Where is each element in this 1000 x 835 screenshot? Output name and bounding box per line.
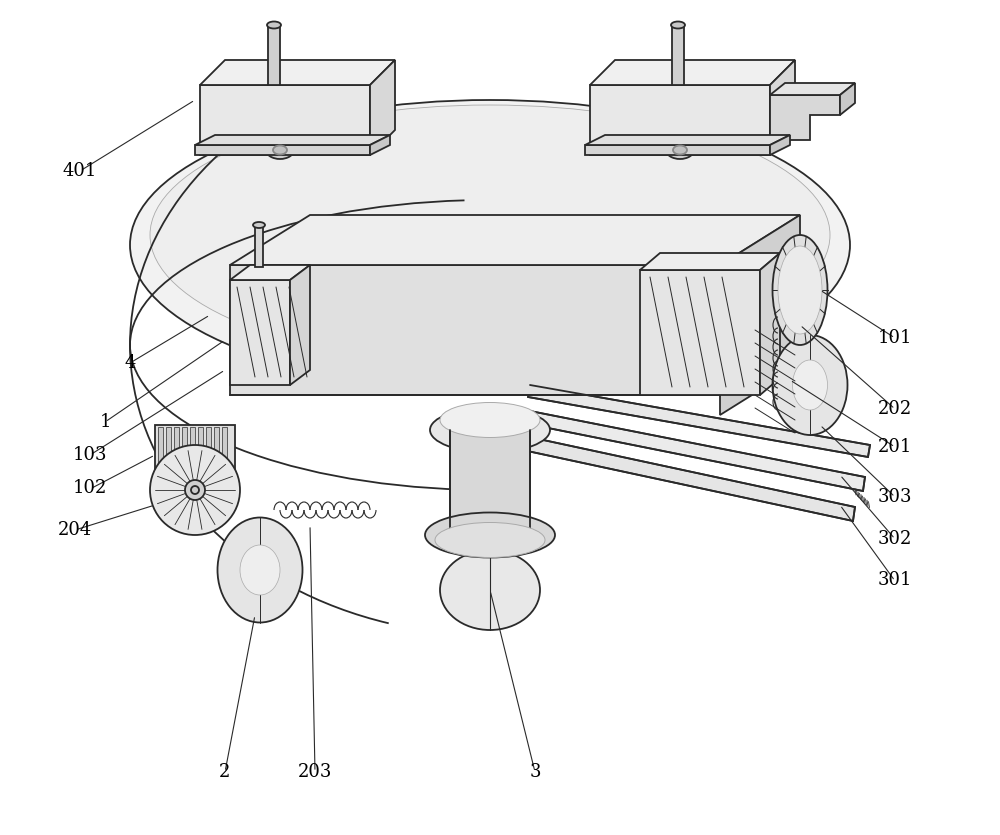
Polygon shape (166, 427, 171, 483)
Polygon shape (370, 135, 390, 155)
Polygon shape (528, 385, 870, 457)
Polygon shape (198, 427, 203, 483)
Polygon shape (214, 427, 219, 483)
Ellipse shape (130, 100, 850, 390)
Ellipse shape (772, 335, 848, 435)
Ellipse shape (440, 550, 540, 630)
Polygon shape (523, 410, 865, 491)
Polygon shape (585, 135, 790, 145)
Polygon shape (770, 83, 855, 95)
Polygon shape (222, 427, 227, 483)
Ellipse shape (185, 480, 205, 500)
Polygon shape (640, 253, 780, 270)
Ellipse shape (440, 402, 540, 438)
Text: 202: 202 (878, 400, 912, 418)
Polygon shape (770, 135, 790, 155)
Ellipse shape (792, 360, 828, 410)
Polygon shape (770, 95, 840, 140)
Polygon shape (230, 215, 800, 265)
Polygon shape (182, 427, 187, 483)
Ellipse shape (150, 445, 240, 535)
Polygon shape (230, 265, 720, 395)
Polygon shape (174, 427, 179, 483)
Ellipse shape (425, 513, 555, 558)
Polygon shape (190, 427, 195, 483)
Polygon shape (770, 60, 795, 155)
Polygon shape (200, 60, 395, 85)
Ellipse shape (673, 145, 687, 154)
Polygon shape (195, 135, 390, 145)
Ellipse shape (273, 145, 287, 154)
Text: 302: 302 (878, 529, 912, 548)
Polygon shape (585, 145, 770, 155)
Polygon shape (155, 425, 235, 485)
Polygon shape (206, 427, 211, 483)
Polygon shape (158, 427, 163, 483)
Text: 102: 102 (73, 479, 107, 498)
Ellipse shape (671, 22, 685, 28)
Ellipse shape (150, 105, 830, 365)
Text: 201: 201 (878, 438, 912, 456)
Ellipse shape (266, 141, 294, 159)
Polygon shape (672, 25, 684, 85)
Text: 3: 3 (529, 763, 541, 782)
Ellipse shape (240, 545, 280, 595)
Polygon shape (640, 270, 760, 395)
Polygon shape (840, 83, 855, 115)
Polygon shape (230, 265, 310, 280)
Polygon shape (720, 215, 800, 415)
Polygon shape (450, 430, 530, 535)
Ellipse shape (218, 518, 302, 623)
Polygon shape (255, 225, 263, 267)
Text: 303: 303 (878, 488, 912, 506)
Ellipse shape (267, 22, 281, 28)
Ellipse shape (435, 523, 545, 558)
Polygon shape (268, 25, 280, 85)
Text: 2: 2 (219, 763, 231, 782)
Polygon shape (590, 60, 795, 85)
Text: 204: 204 (58, 521, 92, 539)
Polygon shape (370, 60, 395, 155)
Ellipse shape (778, 246, 822, 334)
Ellipse shape (253, 222, 265, 228)
Text: 103: 103 (73, 446, 107, 464)
Text: 1: 1 (99, 412, 111, 431)
Ellipse shape (430, 407, 550, 453)
Ellipse shape (191, 486, 199, 494)
Text: 101: 101 (878, 329, 912, 347)
Polygon shape (195, 145, 370, 155)
Text: 4: 4 (124, 354, 136, 372)
Polygon shape (200, 85, 370, 155)
Text: 401: 401 (63, 162, 97, 180)
Polygon shape (590, 85, 770, 155)
Text: 203: 203 (298, 763, 332, 782)
Polygon shape (230, 280, 290, 385)
Ellipse shape (772, 235, 828, 345)
Polygon shape (760, 253, 780, 395)
Polygon shape (290, 265, 310, 385)
Text: 301: 301 (878, 571, 912, 590)
Polygon shape (518, 435, 855, 521)
Ellipse shape (666, 141, 694, 159)
